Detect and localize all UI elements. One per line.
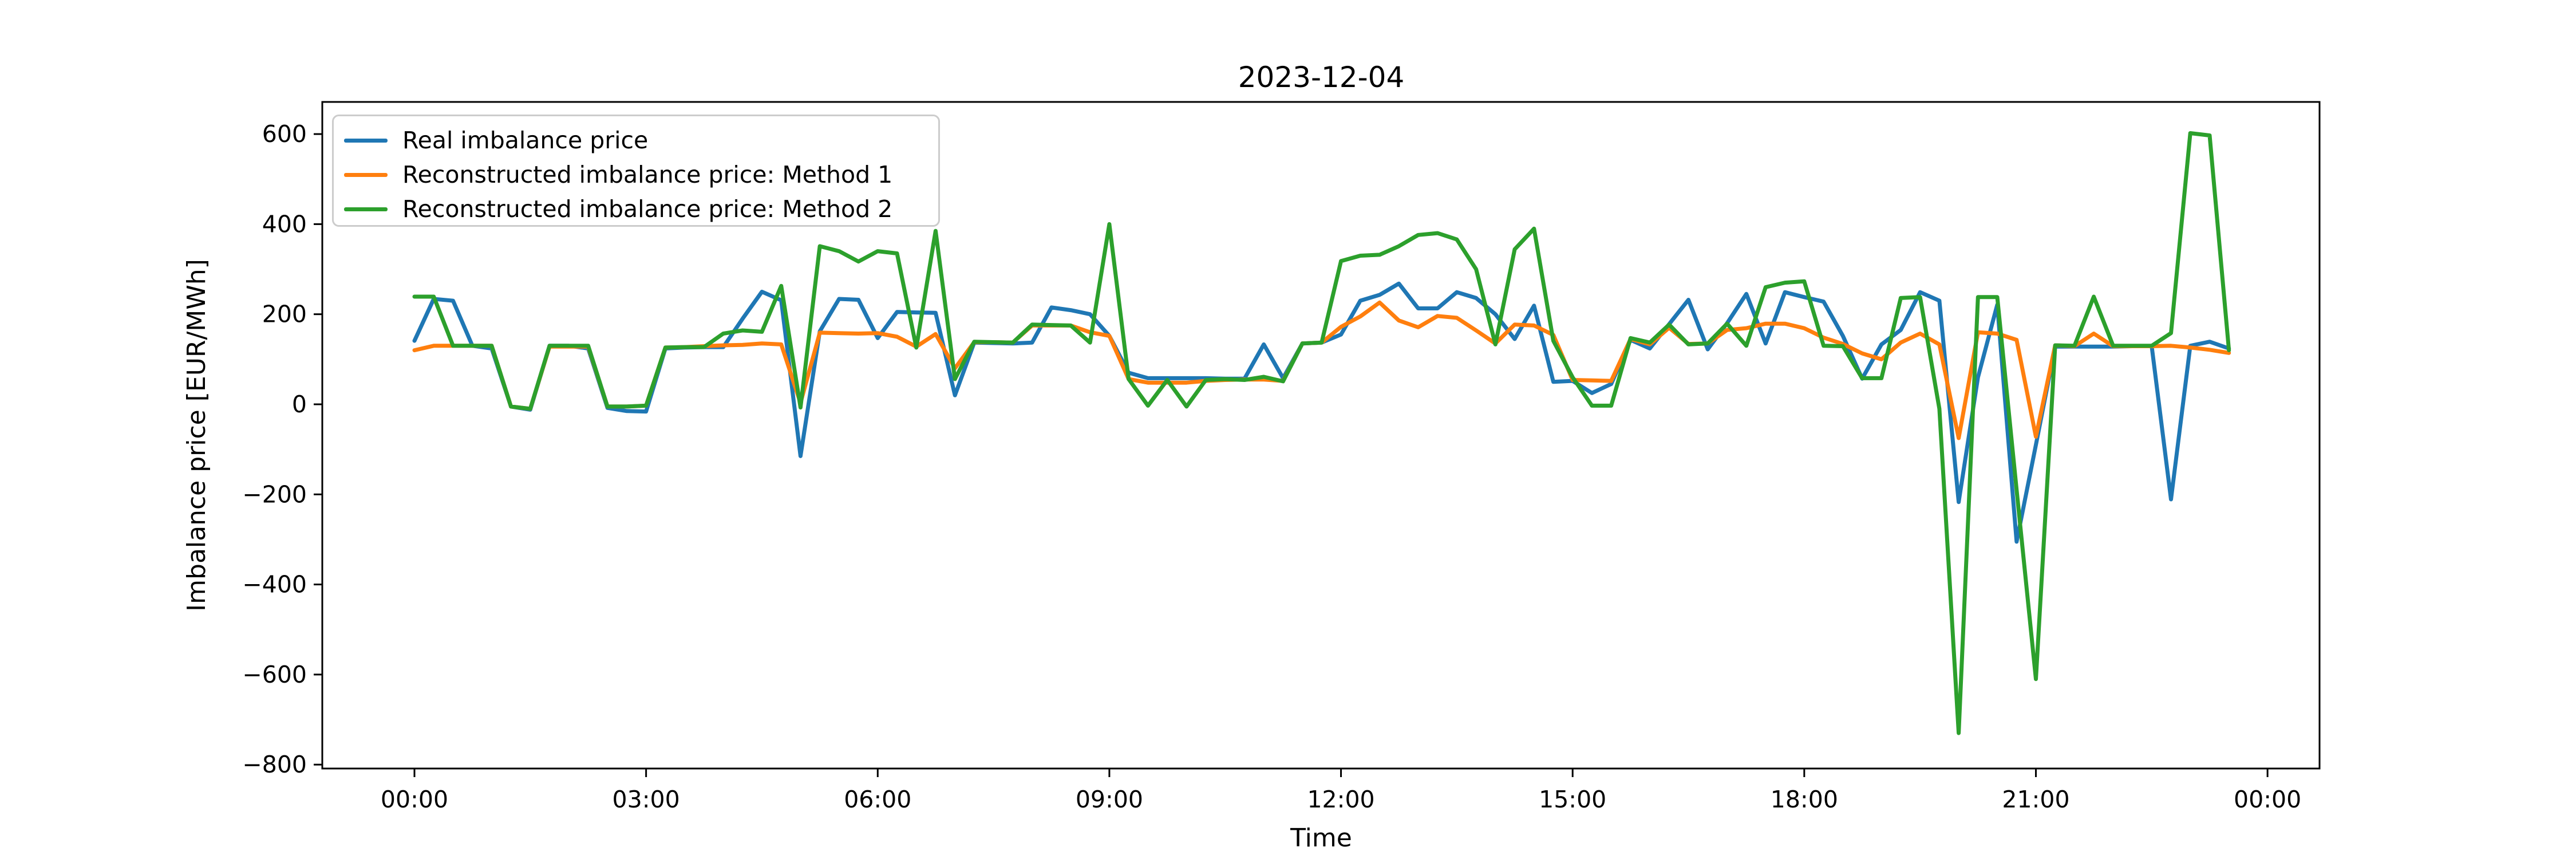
plot-border [321,101,2321,770]
y-axis-ticks: 600 400 200 0 −200 −400 −600 −800 [242,120,322,778]
y-tick-label: 200 [262,301,307,328]
y-tick-label: −800 [242,751,307,778]
x-tick-label: 06:00 [844,786,911,813]
x-tick-label: 21:00 [2002,786,2069,813]
legend-item-reconstructed-imbalance-price-method-2: Reconstructed imbalance price: Method 2 [344,193,938,225]
legend-label: Real imbalance price [402,126,649,154]
series-lines [412,131,2231,735]
x-tick-label: 00:00 [381,786,448,813]
legend-item-real-imbalance-price: Real imbalance price [344,124,938,156]
x-tick-label: 09:00 [1076,786,1143,813]
x-tick-label: 00:00 [2234,786,2301,813]
legend-label: Reconstructed imbalance price: Method 1 [402,160,893,188]
y-tick-label: −600 [242,661,307,688]
y-tick-label: 600 [262,120,307,148]
legend-item-reconstructed-imbalance-price-method-1: Reconstructed imbalance price: Method 1 [344,159,938,191]
series-line-reconstructed-imbalance-price-method-2 [412,131,2231,735]
x-tick-label: 18:00 [1771,786,1838,813]
legend-line-swatch [344,172,388,177]
legend: Real imbalance price Reconstructed imbala… [332,115,940,227]
chart-title: 2023-12-04 [1238,61,1405,94]
y-axis-label: Imbalance price [EUR/MWh] [182,259,211,612]
x-tick-label: 12:00 [1307,786,1374,813]
legend-label: Reconstructed imbalance price: Method 2 [402,195,893,223]
y-tick-label: −400 [242,571,307,598]
y-tick-label: 0 [292,391,307,418]
legend-line-swatch [344,207,388,211]
x-tick-label: 03:00 [613,786,680,813]
y-tick-label: 400 [262,210,307,238]
x-tick-label: 15:00 [1539,786,1606,813]
x-axis-label: Time [1290,823,1352,853]
x-axis-ticks: 00:00 03:00 06:00 09:00 12:00 15:00 18:00 21:00… [381,769,2301,813]
y-tick-label: −200 [242,480,307,508]
legend-line-swatch [344,138,388,143]
